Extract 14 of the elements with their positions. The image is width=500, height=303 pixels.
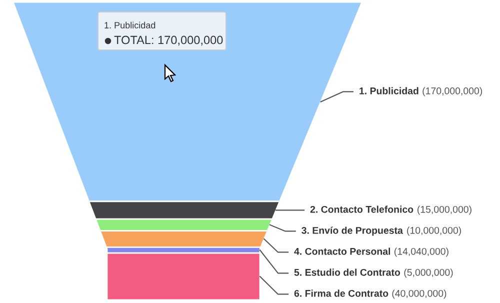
- data-label: (170,000,000): [422, 87, 482, 96]
- data-label: (40,000,000): [392, 290, 446, 299]
- category-label: 1. Publicidad: [360, 87, 418, 94]
- category-label: 5. Estudio del Contrato: [294, 268, 400, 276]
- category-label: 6. Firma de Contrato: [294, 290, 388, 297]
- data-label: (10,000,000): [407, 226, 461, 236]
- data-label: (14,040,000): [394, 248, 448, 257]
- data-label: (15,000,000): [417, 206, 472, 215]
- category-label: 2. Contacto Telefonico: [310, 206, 414, 213]
- data-label: (5,000,000): [404, 268, 453, 278]
- category-label: 4. Contacto Personal: [294, 248, 390, 255]
- category-label: 3. Envío de Propuesta: [302, 226, 403, 236]
- text: 1. Publicidad: [104, 22, 156, 28]
- text: TOTAL: 170,000,000: [114, 36, 223, 46]
